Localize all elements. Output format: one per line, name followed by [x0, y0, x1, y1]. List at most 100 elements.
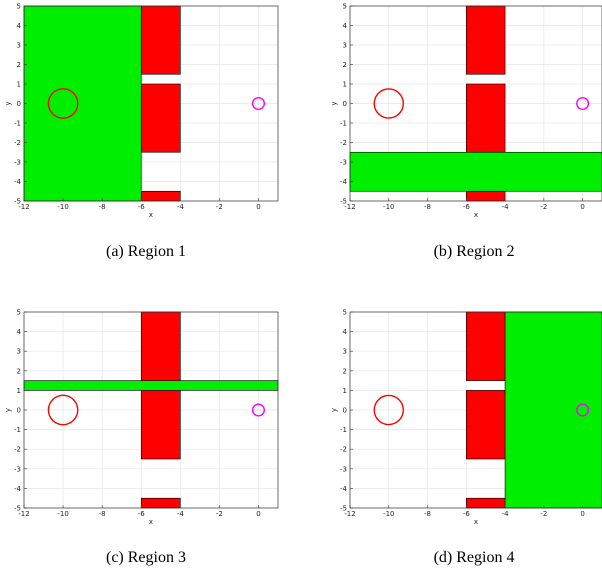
y-tick-label: 5: [343, 3, 347, 11]
y-tick-label: 4: [343, 22, 348, 30]
y-tick-label: -5: [14, 198, 21, 206]
start-circle: [47, 394, 79, 426]
x-axis-label: x: [474, 211, 478, 219]
x-tick-label: -8: [424, 510, 431, 518]
x-tick-label: -10: [57, 203, 68, 211]
y-tick-label: 1: [17, 81, 21, 89]
x-tick-label: -4: [177, 510, 185, 518]
y-tick-label: -3: [14, 465, 21, 473]
y-tick-label: -5: [340, 505, 347, 513]
x-tick-label: -2: [216, 203, 223, 211]
y-tick-label: 3: [343, 348, 347, 356]
y-tick-label: -5: [14, 505, 21, 513]
goal-circle: [576, 96, 590, 111]
y-tick-label: -4: [14, 178, 22, 186]
x-tick-label: -8: [424, 203, 431, 211]
y-tick-label: 2: [343, 61, 347, 69]
panel-caption: (b) Region 2: [434, 243, 515, 260]
x-tick-label: 0: [580, 203, 584, 211]
x-tick-label: -12: [18, 203, 29, 211]
region-rect: [349, 151, 602, 192]
obstacle-rect: [140, 5, 181, 75]
panel-caption: (a) Region 1: [106, 243, 186, 260]
y-tick-label: -2: [14, 446, 21, 454]
y-tick-label: 0: [17, 100, 21, 108]
y-tick-label: -1: [340, 426, 347, 434]
x-tick-label: 0: [256, 510, 260, 518]
y-tick-label: 2: [343, 367, 347, 375]
x-tick-label: -6: [138, 510, 146, 518]
x-tick-label: -6: [138, 203, 146, 211]
x-tick-label: -4: [502, 203, 510, 211]
goal-circle: [251, 96, 266, 111]
y-tick-label: 4: [343, 328, 348, 336]
x-tick-label: 0: [580, 510, 584, 518]
y-tick-label: -3: [14, 159, 21, 167]
y-tick-label: -2: [14, 139, 21, 147]
x-tick-label: -2: [540, 203, 547, 211]
y-tick-label: 2: [17, 367, 21, 375]
y-tick-label: 3: [17, 42, 21, 50]
y-tick-label: -2: [340, 446, 347, 454]
obstacle-rect: [140, 83, 181, 153]
y-tick-label: -4: [340, 178, 348, 186]
y-tick-label: 3: [343, 42, 347, 50]
y-tick-label: 1: [17, 387, 21, 395]
y-tick-label: 1: [343, 387, 347, 395]
y-tick-label: -4: [340, 485, 348, 493]
obstacle-rect: [140, 190, 181, 202]
x-tick-label: -10: [383, 510, 394, 518]
x-tick-label: -6: [463, 203, 471, 211]
y-tick-label: -1: [14, 426, 21, 434]
y-tick-label: 0: [343, 100, 347, 108]
y-tick-label: 4: [17, 328, 22, 336]
obstacle-rect: [466, 311, 506, 381]
obstacle-rect: [466, 390, 506, 460]
start-circle: [47, 88, 79, 119]
y-tick-label: -1: [340, 120, 347, 128]
y-tick-label: 5: [17, 3, 21, 11]
y-tick-label: 0: [17, 407, 21, 415]
panel-caption: (c) Region 3: [106, 549, 186, 566]
start-circle: [373, 88, 405, 119]
y-tick-label: -5: [340, 198, 347, 206]
x-tick-label: -8: [99, 510, 106, 518]
goal-circle: [251, 403, 266, 417]
x-tick-label: -12: [18, 510, 29, 518]
region-rect: [504, 311, 602, 509]
x-tick-label: -10: [57, 510, 68, 518]
y-tick-label: 3: [17, 348, 21, 356]
region-rect: [23, 5, 142, 202]
obstacle-rect: [140, 497, 181, 509]
panel-caption: (d) Region 4: [434, 549, 515, 566]
y-tick-label: 2: [17, 61, 21, 69]
x-axis-label: x: [474, 518, 478, 526]
x-tick-label: -4: [177, 203, 185, 211]
x-tick-label: -2: [216, 510, 223, 518]
y-axis-label: y: [4, 101, 12, 105]
y-tick-label: 4: [17, 22, 22, 30]
x-tick-label: -10: [383, 203, 394, 211]
obstacle-rect: [466, 497, 506, 509]
y-tick-label: 5: [343, 309, 347, 317]
y-tick-label: -3: [340, 465, 347, 473]
goal-circle: [576, 403, 590, 417]
y-axis-label: y: [330, 101, 338, 105]
start-circle: [373, 394, 405, 426]
y-tick-label: 5: [17, 309, 21, 317]
y-axis-label: y: [330, 408, 338, 412]
y-tick-label: 0: [343, 407, 347, 415]
x-tick-label: -4: [502, 510, 510, 518]
obstacle-rect: [466, 5, 506, 75]
y-tick-label: -1: [14, 120, 21, 128]
x-axis-label: x: [149, 518, 153, 526]
region-rect: [23, 380, 279, 391]
x-tick-label: -12: [344, 203, 355, 211]
y-tick-label: 1: [343, 81, 347, 89]
y-tick-label: -4: [14, 485, 22, 493]
x-tick-label: -6: [463, 510, 471, 518]
